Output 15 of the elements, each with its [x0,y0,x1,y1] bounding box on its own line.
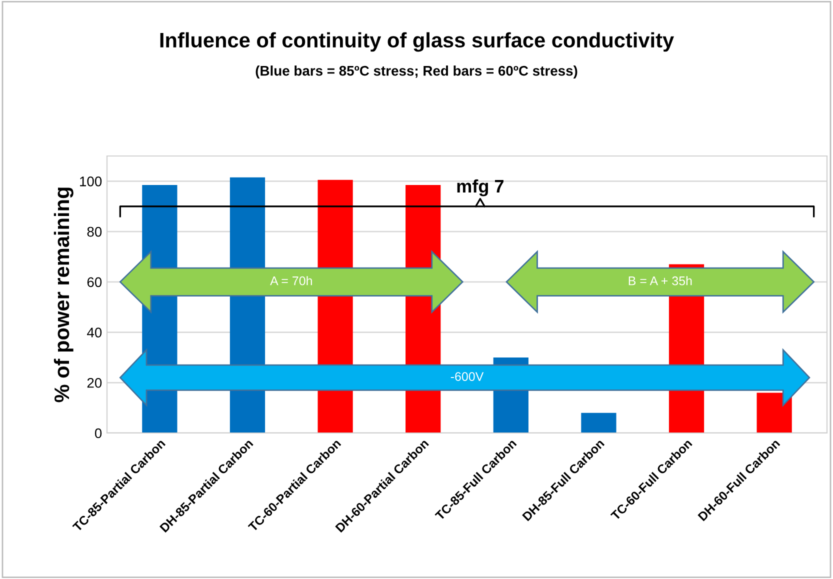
chart-subtitle: (Blue bars = 85ºC stress; Red bars = 60ºC stress) [256,66,578,78]
annotation: mfg 7 [457,179,504,196]
y-tick-label: 0 [94,428,102,438]
bar [581,412,616,433]
y-tick-label: 100 [80,176,102,186]
annotation: B = A + 35h [628,276,692,286]
chart-title: Influence of continuity of glass surface conductivity [160,32,674,52]
y-tick-label: 40 [87,328,102,338]
y-tick-label: 80 [87,226,102,237]
annotation: A = 70h [270,276,312,286]
y-tick-label: 20 [87,378,102,388]
y-axis-title: % of power remaining [54,188,74,402]
bar [756,392,792,433]
y-tick-label: 60 [87,277,102,288]
annotation: -600V [450,372,484,381]
